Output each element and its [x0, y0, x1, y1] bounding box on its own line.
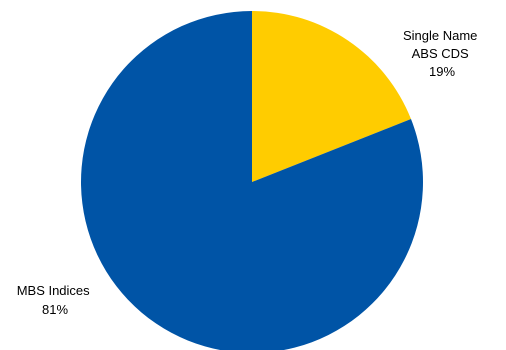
slice-label-mbs-indices: MBS Indices 81% — [17, 283, 94, 317]
slice-label-single-name-abs-cds: Single Name ABS CDS 19% — [403, 28, 481, 79]
pie-slice-1 — [81, 11, 423, 350]
pie-slice-0 — [252, 11, 411, 182]
slice-label-line: ABS CDS — [412, 46, 469, 61]
slice-value-label: 81% — [42, 302, 68, 317]
slice-label-line: Single Name — [403, 28, 477, 43]
slice-label-line: MBS Indices — [17, 283, 90, 298]
pie-slices — [81, 11, 423, 350]
slice-value-label: 19% — [429, 64, 455, 79]
